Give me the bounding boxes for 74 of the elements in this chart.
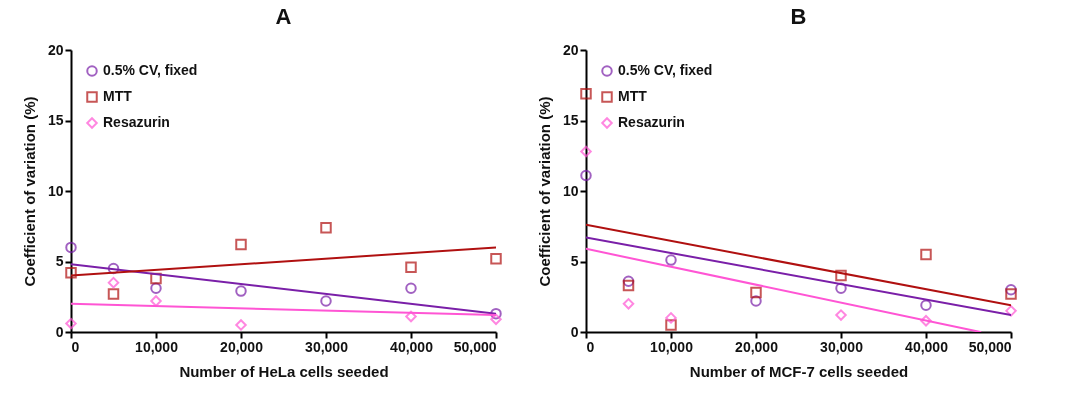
- point: [405, 282, 417, 295]
- point: [920, 299, 932, 311]
- point: [920, 314, 932, 327]
- chart-title: A: [275, 4, 292, 29]
- y-tick-label: 20: [562, 41, 579, 58]
- x-tick-label: 0: [71, 338, 80, 355]
- legend-label: Resazurin: [103, 114, 170, 130]
- point: [835, 309, 847, 321]
- y-tick-label: 10: [562, 182, 579, 199]
- x-tick-label: 50,000: [968, 338, 1012, 355]
- x-tick-label: 40,000: [390, 338, 434, 355]
- x-tick-label: 20,000: [735, 338, 779, 355]
- legend-label: MTT: [103, 88, 133, 104]
- point: [490, 252, 502, 265]
- point: [235, 285, 247, 297]
- x-tick-label: 0: [586, 338, 595, 355]
- x-tick-label: 40,000: [905, 338, 949, 355]
- point: [1005, 305, 1017, 317]
- point: [835, 269, 847, 282]
- point: [150, 282, 162, 295]
- y-tick-label: 5: [570, 253, 579, 269]
- y-tick-label: 0: [55, 323, 64, 340]
- point: [150, 295, 162, 307]
- point: [405, 261, 417, 273]
- legend-label: 0.5% CV, fixed: [103, 62, 198, 78]
- point: [665, 312, 677, 324]
- x-tick-label: 30,000: [820, 338, 864, 355]
- point: [107, 262, 120, 275]
- y-tick-label: 15: [47, 112, 64, 128]
- y-tick-label: 5: [55, 253, 64, 269]
- point: [750, 295, 762, 307]
- legend-label: MTT: [618, 88, 648, 104]
- x-tick-label: 10,000: [135, 338, 179, 355]
- legend-label: 0.5% CV, fixed: [618, 62, 713, 78]
- point: [1005, 288, 1017, 300]
- point: [920, 248, 932, 261]
- point: [150, 272, 162, 285]
- x-tick-label: 20,000: [220, 338, 264, 355]
- y-axis-title: Coefficient of variation (%): [20, 96, 38, 287]
- point: [622, 275, 635, 287]
- point: [580, 87, 592, 100]
- point: [235, 238, 247, 251]
- x-tick-label: 30,000: [305, 338, 349, 355]
- point: [65, 267, 77, 279]
- point: [405, 310, 417, 323]
- y-tick-label: 0: [570, 323, 579, 340]
- x-axis-title: Number of MCF-7 cells seeded: [689, 362, 909, 380]
- y-tick-label: 15: [562, 112, 579, 128]
- point: [835, 282, 847, 295]
- point: [490, 307, 502, 320]
- point: [320, 295, 332, 307]
- point: [235, 319, 247, 331]
- legend-label: Resazurin: [618, 114, 685, 130]
- point: [65, 317, 77, 330]
- point: [665, 319, 677, 331]
- chart-title: B: [790, 4, 807, 29]
- point: [320, 221, 332, 234]
- x-tick-label: 50,000: [453, 338, 497, 355]
- y-tick-label: 10: [47, 182, 64, 199]
- point: [622, 279, 635, 292]
- point: [107, 276, 120, 289]
- point: [107, 288, 120, 300]
- y-axis-title: Coefficient of variation (%): [535, 96, 553, 287]
- point: [622, 298, 635, 310]
- y-tick-label: 20: [47, 41, 64, 58]
- point: [65, 241, 77, 254]
- point: [1005, 283, 1017, 296]
- point: [665, 254, 677, 266]
- point: [490, 313, 502, 326]
- x-axis-title: Number of HeLa cells seeded: [179, 362, 389, 380]
- x-tick-label: 10,000: [650, 338, 694, 355]
- point: [580, 145, 592, 158]
- point: [750, 286, 762, 299]
- point: [580, 169, 592, 182]
